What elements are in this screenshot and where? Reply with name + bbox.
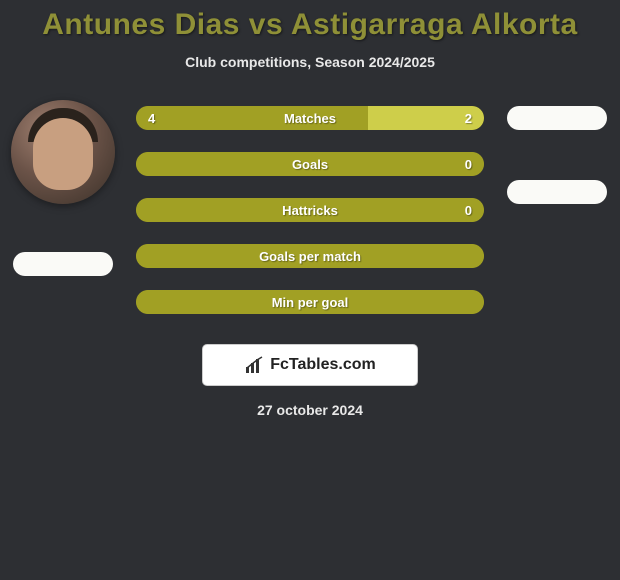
date-text: 27 october 2024 (0, 402, 620, 418)
bar-label: Goals per match (259, 249, 361, 264)
bar-label: Matches (284, 111, 336, 126)
bar-value-left: 4 (148, 111, 155, 126)
site-logo[interactable]: FcTables.com (202, 344, 418, 386)
stat-row-matches: 4 2 Matches (136, 106, 484, 130)
subtitle: Club competitions, Season 2024/2025 (0, 54, 620, 70)
chart-icon (244, 355, 266, 375)
player-right-pills (507, 100, 607, 224)
bar-value-right: 0 (465, 203, 472, 218)
avatar-face-shape (33, 118, 93, 190)
bar-label: Min per goal (272, 295, 349, 310)
player-right-pill-2 (507, 180, 607, 204)
stats-bars: 4 2 Matches 0 Goals 0 Hattricks Goals per match… (136, 100, 484, 314)
bar-value-right: 2 (465, 111, 472, 126)
player-right-column (502, 100, 612, 224)
page-title: Antunes Dias vs Astigarraga Alkorta (0, 8, 620, 42)
stat-row-hattricks: 0 Hattricks (136, 198, 484, 222)
player-left-name-pill (13, 252, 113, 276)
bar-label: Goals (292, 157, 328, 172)
bar-label: Hattricks (282, 203, 338, 218)
stat-row-min_per_goal: Min per goal (136, 290, 484, 314)
stat-row-goals_per_match: Goals per match (136, 244, 484, 268)
stat-row-goals: 0 Goals (136, 152, 484, 176)
logo-text: FcTables.com (270, 356, 376, 374)
player-left-avatar (11, 100, 115, 204)
main-area: 4 2 Matches 0 Goals 0 Hattricks Goals per match… (0, 100, 620, 314)
bar-value-right: 0 (465, 157, 472, 172)
comparison-card: Antunes Dias vs Astigarraga Alkorta Club… (0, 0, 620, 418)
player-left-column (8, 100, 118, 296)
player-right-pill-1 (507, 106, 607, 130)
